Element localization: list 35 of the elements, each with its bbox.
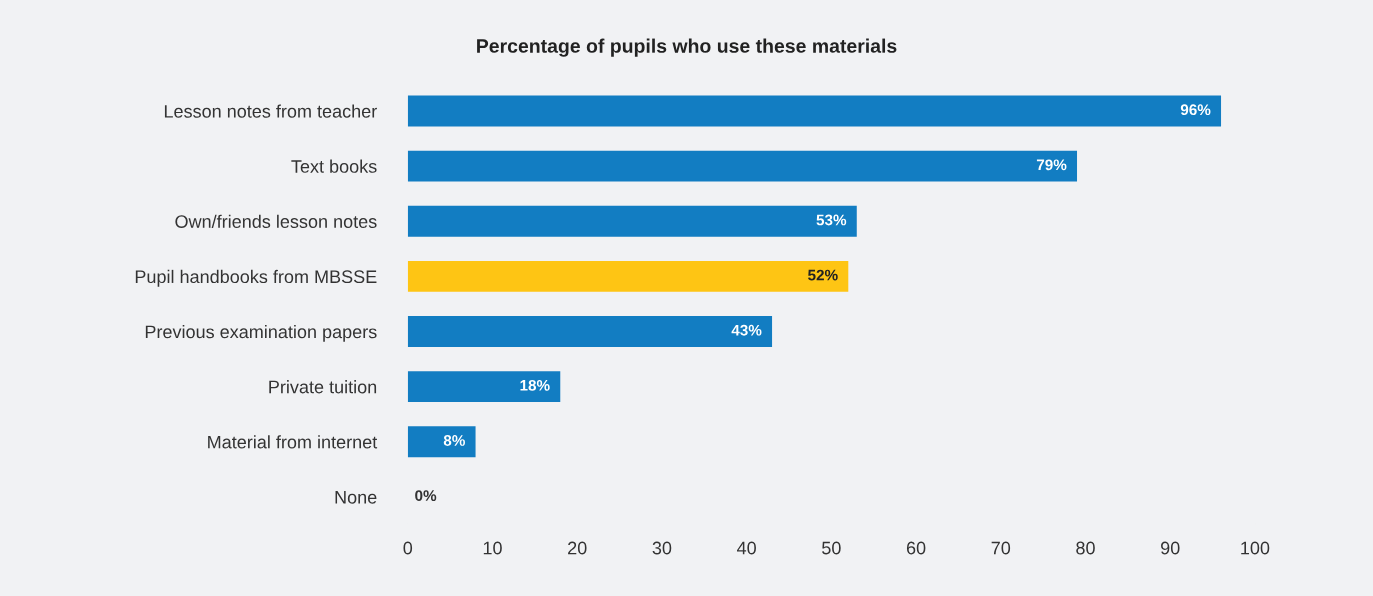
chart-title: Percentage of pupils who use these materials bbox=[477, 38, 897, 57]
x-tick-label: 0 bbox=[403, 541, 413, 555]
bar bbox=[407, 426, 476, 458]
bar bbox=[407, 150, 1078, 182]
bar bbox=[407, 205, 857, 237]
data-label: 0% bbox=[415, 490, 437, 502]
x-tick-label: 60 bbox=[906, 541, 926, 555]
data-label: 96% bbox=[1180, 104, 1211, 116]
bar bbox=[407, 95, 1222, 127]
data-label: 79% bbox=[1036, 159, 1067, 171]
y-tick-label: Own/friends lesson notes bbox=[175, 214, 377, 228]
x-tick-label: 90 bbox=[1161, 541, 1180, 555]
x-tick-label: 50 bbox=[822, 541, 841, 555]
bar bbox=[407, 316, 773, 347]
y-tick-label: Pupil handbooks from MBSSE bbox=[135, 269, 377, 287]
bar bbox=[407, 260, 849, 292]
x-tick-label: 80 bbox=[1076, 541, 1095, 555]
y-tick-label: Lesson notes from teacher bbox=[164, 104, 377, 118]
x-tick-label: 30 bbox=[652, 541, 672, 555]
x-tick-label: 10 bbox=[483, 541, 502, 555]
x-tick-label: 40 bbox=[737, 541, 756, 555]
y-tick-label: Private tuition bbox=[269, 380, 377, 394]
data-label: 8% bbox=[443, 435, 465, 446]
x-tick-label: 100 bbox=[1241, 541, 1270, 555]
y-tick-label: Material from internet bbox=[208, 435, 378, 449]
data-label: 52% bbox=[808, 269, 838, 281]
y-tick-label: None bbox=[335, 491, 377, 504]
data-label: 18% bbox=[520, 379, 550, 391]
x-tick-label: 20 bbox=[568, 541, 587, 555]
data-label: 43% bbox=[731, 324, 762, 336]
data-label: 53% bbox=[816, 214, 847, 226]
bar bbox=[407, 371, 561, 403]
y-tick-label: Previous examination papers bbox=[145, 324, 377, 342]
x-tick-label: 70 bbox=[991, 541, 1011, 555]
y-tick-label: Text books bbox=[291, 159, 377, 173]
